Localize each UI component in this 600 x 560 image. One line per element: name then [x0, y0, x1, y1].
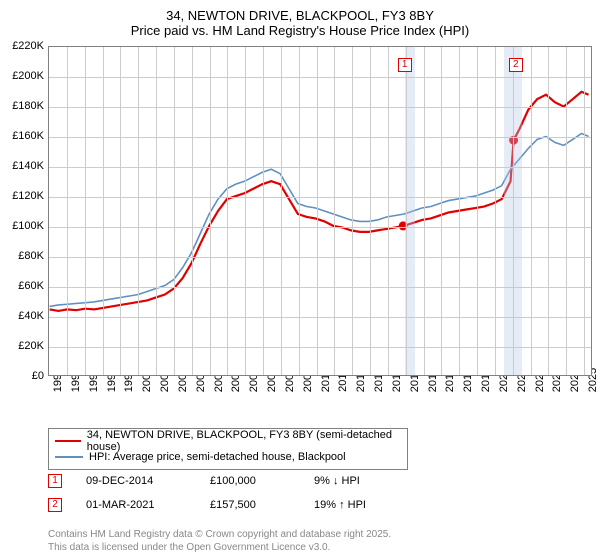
sale-row-2: 2 01-MAR-2021 £157,500 19% ↑ HPI: [48, 498, 588, 512]
y-tick-label: £0: [0, 370, 44, 382]
chart-marker-2: 2: [509, 58, 523, 72]
title-address: 34, NEWTON DRIVE, BLACKPOOL, FY3 8BY: [0, 8, 600, 23]
y-tick-label: £220K: [0, 40, 44, 52]
y-tick-label: £20K: [0, 340, 44, 352]
attribution-text: Contains HM Land Registry data © Crown c…: [48, 528, 391, 554]
y-tick-label: £100K: [0, 220, 44, 232]
y-tick-label: £180K: [0, 100, 44, 112]
sale-date-1: 09-DEC-2014: [86, 475, 186, 487]
sale-price-1: £100,000: [210, 475, 290, 487]
y-tick-label: £160K: [0, 130, 44, 142]
y-tick-label: £60K: [0, 280, 44, 292]
highlight-band: [405, 47, 415, 375]
attribution-line2: This data is licensed under the Open Gov…: [48, 541, 391, 554]
sale-row-1: 1 09-DEC-2014 £100,000 9% ↓ HPI: [48, 474, 588, 488]
legend-box: 34, NEWTON DRIVE, BLACKPOOL, FY3 8BY (se…: [48, 428, 408, 470]
legend-swatch-hpi: [55, 456, 83, 458]
y-tick-label: £40K: [0, 310, 44, 322]
sale-marker-1: 1: [48, 474, 62, 488]
legend-swatch-property: [55, 440, 81, 442]
legend-label-hpi: HPI: Average price, semi-detached house,…: [89, 451, 346, 463]
chart-container: 34, NEWTON DRIVE, BLACKPOOL, FY3 8BY Pri…: [0, 0, 600, 560]
y-tick-label: £140K: [0, 160, 44, 172]
attribution-line1: Contains HM Land Registry data © Crown c…: [48, 528, 391, 541]
highlight-band: [504, 47, 522, 375]
chart-plot-area: 12: [48, 46, 592, 376]
chart-marker-1: 1: [398, 58, 412, 72]
y-tick-label: £200K: [0, 70, 44, 82]
title-subtitle: Price paid vs. HM Land Registry's House …: [0, 23, 600, 38]
title-block: 34, NEWTON DRIVE, BLACKPOOL, FY3 8BY Pri…: [0, 0, 600, 42]
legend-label-property: 34, NEWTON DRIVE, BLACKPOOL, FY3 8BY (se…: [87, 429, 401, 453]
sale-price-2: £157,500: [210, 499, 290, 511]
y-tick-label: £120K: [0, 190, 44, 202]
sale-delta-1: 9% ↓ HPI: [314, 475, 414, 487]
sale-date-2: 01-MAR-2021: [86, 499, 186, 511]
sale-marker-2: 2: [48, 498, 62, 512]
y-tick-label: £80K: [0, 250, 44, 262]
sale-delta-2: 19% ↑ HPI: [314, 499, 414, 511]
legend-item-property: 34, NEWTON DRIVE, BLACKPOOL, FY3 8BY (se…: [55, 433, 401, 449]
